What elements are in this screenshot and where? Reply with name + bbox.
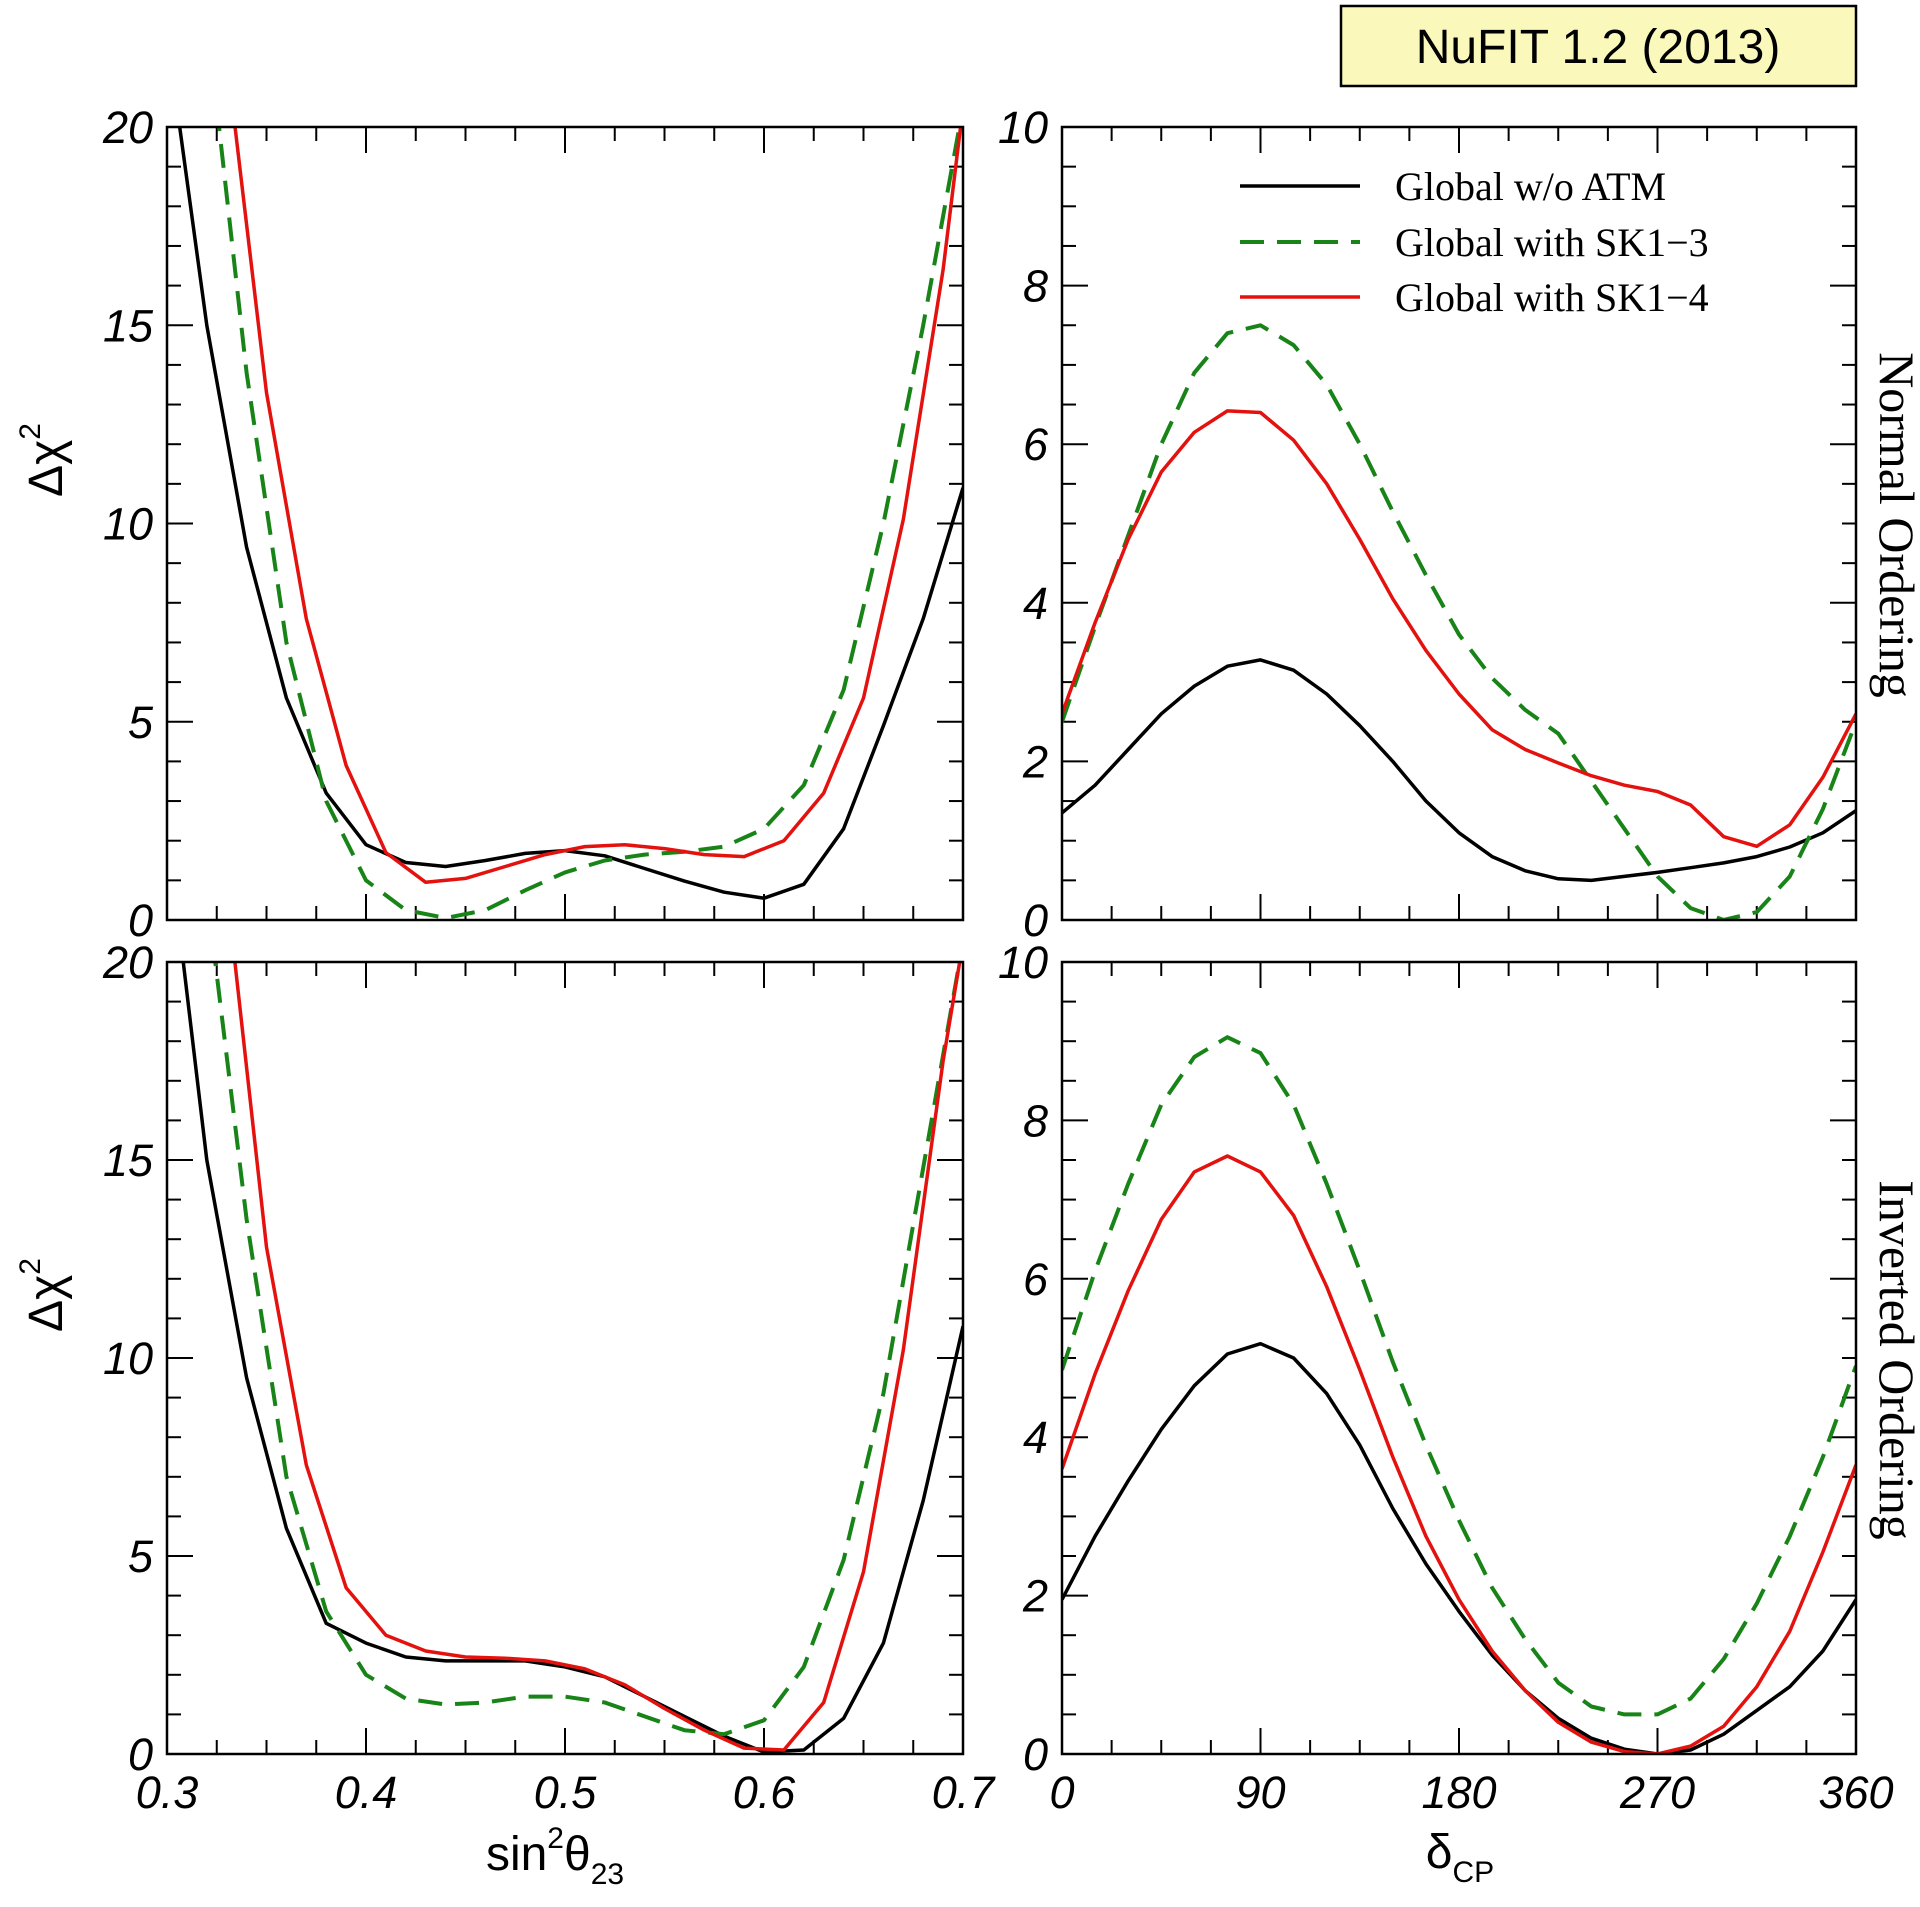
bottom-right-xtick-label: 0 — [1049, 1767, 1074, 1818]
row-label-inverted: Inverted Ordering — [1869, 1180, 1920, 1540]
bottom-right-xtick-label: 90 — [1235, 1767, 1285, 1818]
top-right-ytick-label: 4 — [1023, 578, 1048, 629]
top-left-series-line-0 — [177, 127, 963, 900]
top-left-ytick-label: 5 — [128, 697, 154, 748]
legend-label-1: Global with SK1−3 — [1395, 220, 1709, 265]
bottom-right-series-line-0 — [1062, 1341, 1856, 1754]
bottom-left-series-line-0 — [181, 962, 963, 1754]
top-left-ytick-label: 15 — [103, 300, 154, 351]
bottom-left-ytick-label: 15 — [103, 1135, 154, 1186]
bottom-right-series-line-2 — [1062, 1154, 1856, 1754]
bottom-right-ytick-label: 4 — [1023, 1412, 1048, 1463]
top-right-ytick-label: 6 — [1023, 419, 1049, 470]
top-right-ytick-label: 8 — [1023, 261, 1048, 312]
bottom-left-ytick-label: 10 — [103, 1333, 153, 1384]
top-right-ytick-label: 2 — [1022, 736, 1048, 787]
legend-label-2: Global with SK1−4 — [1395, 275, 1709, 320]
top-left-ytick-label: 10 — [103, 499, 153, 550]
bottom-right-frame — [1060, 960, 1858, 1756]
left-xlabel: sin2θ23 — [486, 1822, 624, 1891]
top-right-series-line-2 — [1062, 409, 1856, 849]
svg-text:Inverted Ordering: Inverted Ordering — [1869, 1180, 1920, 1540]
bottom-left-series-line-1 — [213, 962, 962, 1737]
bottom-right-xtick-label: 360 — [1818, 1767, 1893, 1818]
top-left-panel: 0 5 10 15 20 — [102, 102, 965, 946]
top-right-series-line-1 — [1062, 323, 1856, 920]
version-badge: NuFIT 1.2 (2013) — [1339, 4, 1858, 88]
bottom-left-ytick-label: 20 — [102, 937, 153, 988]
bottom-left-xtick-label: 0.4 — [335, 1767, 398, 1818]
top-left-series-line-2 — [233, 127, 963, 885]
bottom-right-ytick-label: 10 — [998, 937, 1048, 988]
bottom-right-ytick-label: 0 — [1023, 1729, 1048, 1780]
bottom-right-series-line-1 — [1062, 1035, 1856, 1717]
bottom-right-ytick-label: 8 — [1023, 1095, 1048, 1146]
bottom-left-frame — [165, 960, 965, 1756]
bottom-left-xtick-label: 0.6 — [733, 1767, 797, 1818]
version-badge-text: NuFIT 1.2 (2013) — [1416, 21, 1781, 74]
svg-text:Δχ2: Δχ2 — [14, 423, 73, 497]
top-left-ytick-label: 0 — [128, 895, 153, 946]
legend: Global w/o ATM Global with SK1−3 Global … — [1240, 164, 1709, 320]
top-left-ylabel: Δχ2 — [14, 423, 73, 497]
bottom-left-ylabel: Δχ2 — [14, 1258, 73, 1332]
row-label-normal: Normal Ordering — [1869, 352, 1920, 698]
top-left-ticks — [166, 126, 964, 921]
top-left-frame — [165, 125, 965, 922]
bottom-left-ytick-label: 5 — [128, 1531, 154, 1582]
bottom-left-panel: 0.3 0.4 0.5 0.6 0.7 0 5 10 15 20 — [102, 937, 996, 1818]
bottom-right-xtick-label: 180 — [1421, 1767, 1496, 1818]
top-right-series-line-0 — [1062, 658, 1856, 883]
top-right-frame — [1060, 125, 1858, 922]
bottom-right-ytick-label: 6 — [1023, 1254, 1049, 1305]
bottom-left-xtick-label: 0.3 — [136, 1767, 199, 1818]
top-left-series-line-1 — [217, 127, 962, 920]
bottom-right-panel: 0 90 180 270 360 0 2 4 6 8 10 — [998, 937, 1894, 1818]
top-right-series — [1062, 323, 1856, 920]
bottom-right-ytick-label: 2 — [1022, 1571, 1048, 1622]
bottom-left-series-line-2 — [233, 962, 962, 1752]
bottom-right-series — [1062, 1035, 1856, 1754]
bottom-left-xtick-label: 0.5 — [534, 1767, 598, 1818]
top-left-series — [177, 127, 963, 920]
svg-text:Δχ2: Δχ2 — [14, 1258, 73, 1332]
top-right-ytick-label: 0 — [1023, 895, 1048, 946]
svg-text:Normal Ordering: Normal Ordering — [1869, 352, 1920, 698]
legend-label-0: Global w/o ATM — [1395, 164, 1666, 209]
top-left-ytick-label: 20 — [102, 102, 153, 153]
bottom-left-series — [181, 962, 963, 1754]
top-right-ytick-label: 10 — [998, 102, 1048, 153]
bottom-left-ytick-label: 0 — [128, 1729, 153, 1780]
top-right-panel: 0 2 4 6 8 10 — [998, 102, 1858, 946]
right-xlabel: δCP — [1426, 1826, 1494, 1889]
bottom-left-xtick-label: 0.7 — [932, 1767, 997, 1818]
bottom-right-xtick-label: 270 — [1619, 1767, 1695, 1818]
